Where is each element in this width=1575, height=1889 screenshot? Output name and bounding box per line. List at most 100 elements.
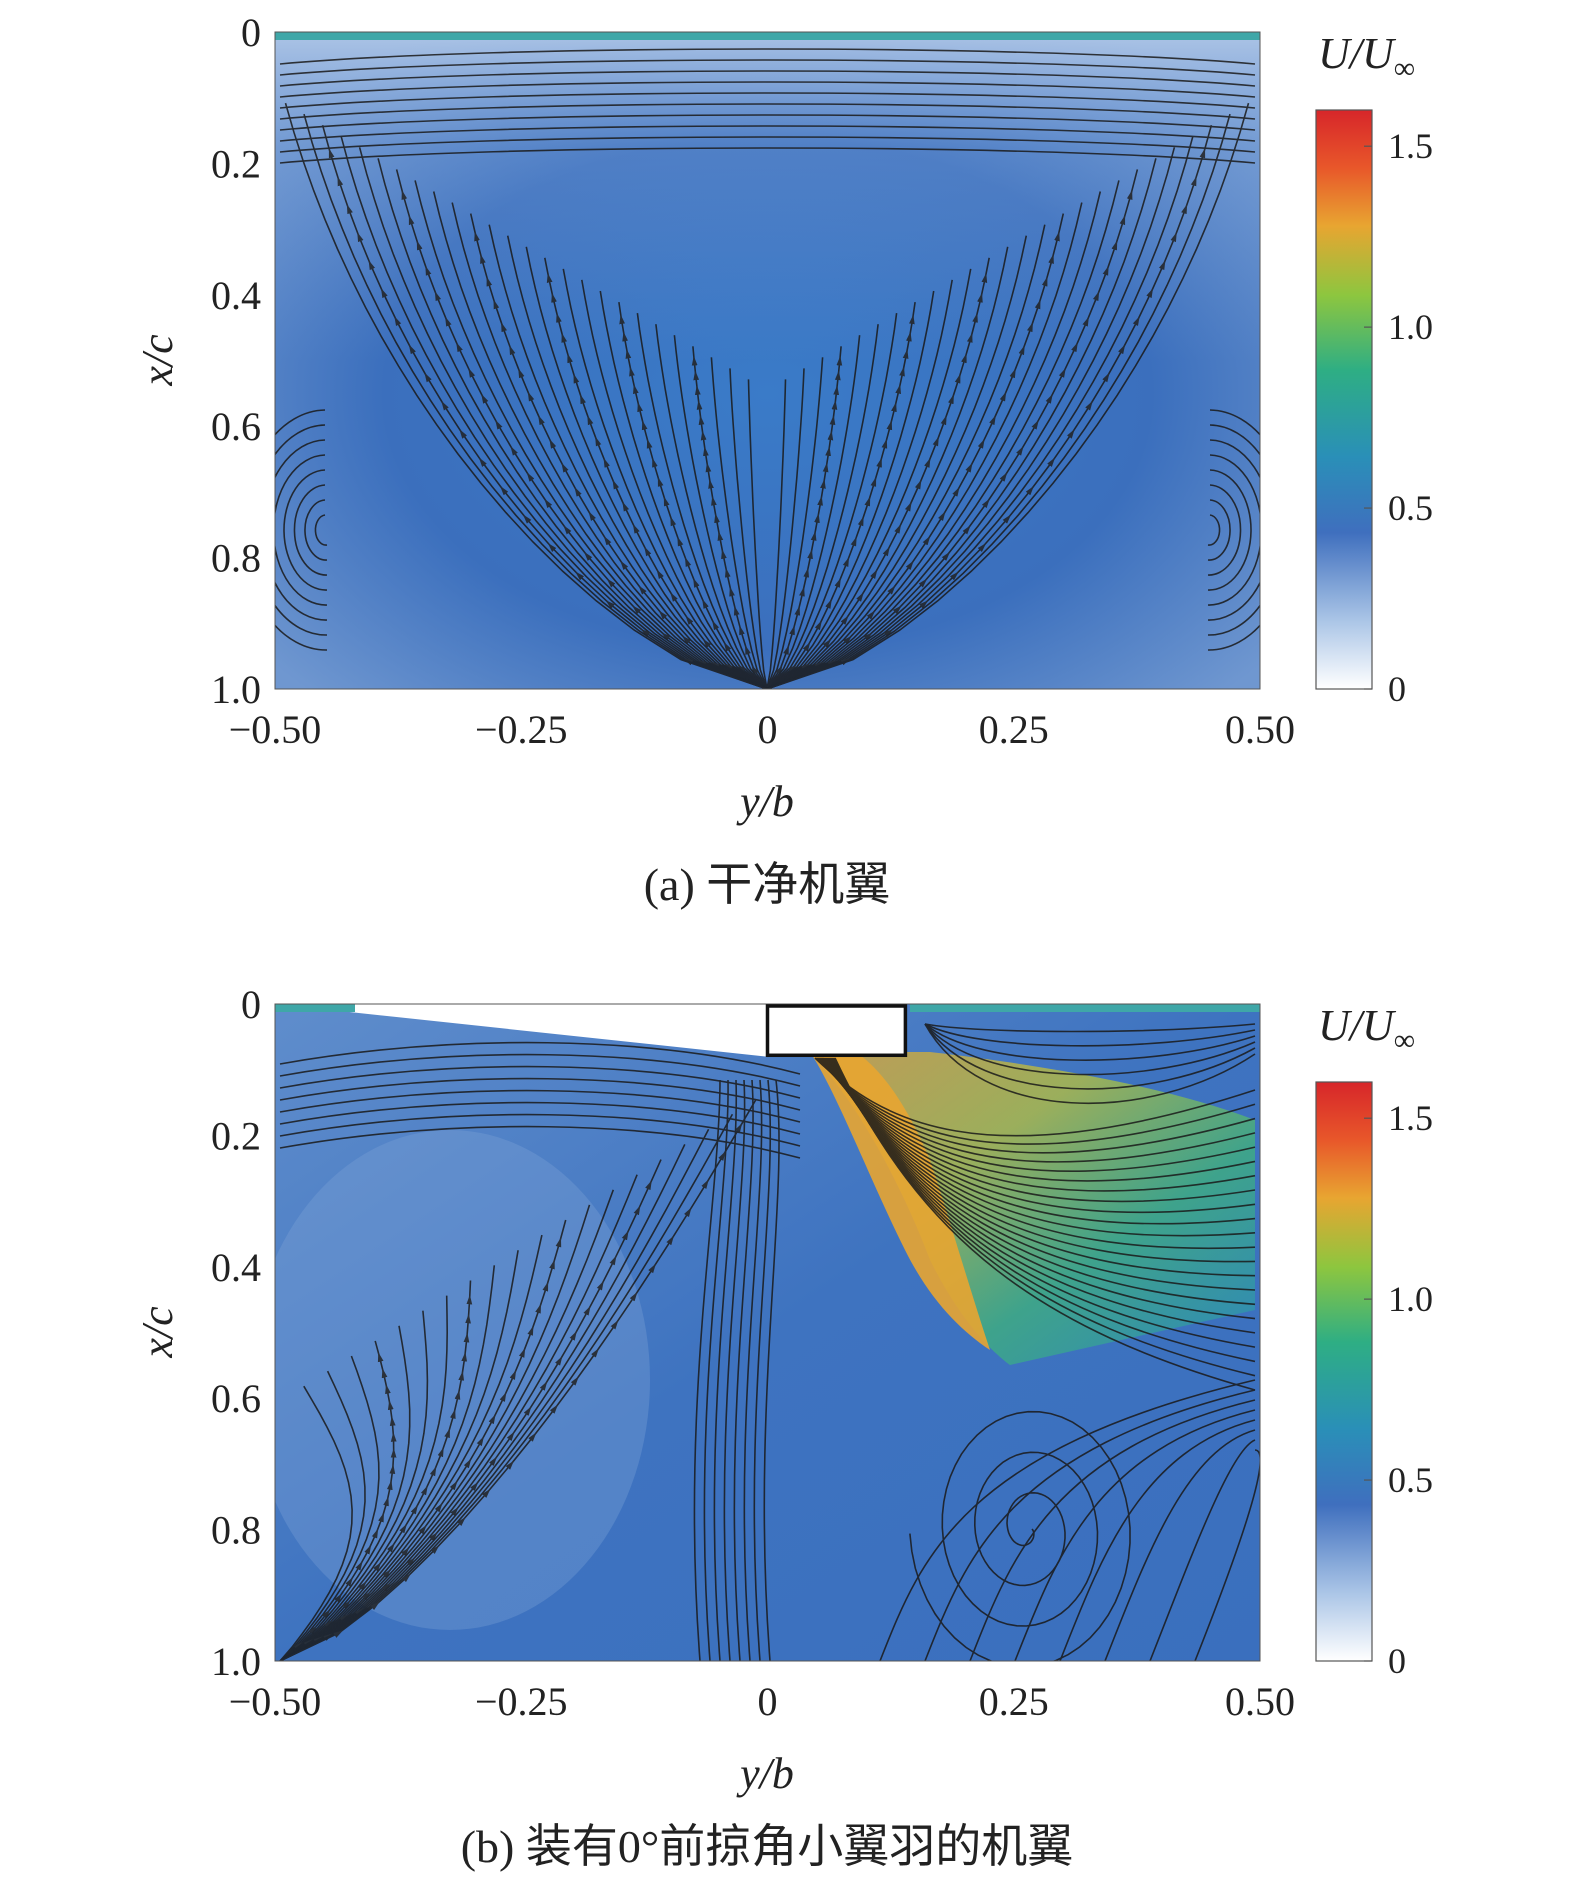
x-tick-label: 0.50 xyxy=(1225,1679,1295,1724)
streamline xyxy=(275,409,328,651)
streamline xyxy=(279,114,1256,131)
panel-a-colorbar: U/U∞ 0 0.5 1.0 1.5 xyxy=(1315,29,1433,709)
streamline xyxy=(279,48,1256,65)
x-tick-label: 0 xyxy=(758,707,778,752)
y-tick-label: 0.4 xyxy=(211,1245,261,1290)
streamline xyxy=(275,454,328,606)
streamline xyxy=(279,136,1256,153)
panel-a-colorbar-ticks: 0 0.5 1.0 1.5 xyxy=(1364,126,1433,709)
y-tick-label: 0.6 xyxy=(211,404,261,449)
x-tick-label: −0.25 xyxy=(475,707,568,752)
y-tick-label: 0.6 xyxy=(211,1376,261,1421)
y-tick-label: 0.2 xyxy=(211,1113,261,1158)
panel-a-y-ticks: 0 0.2 0.4 0.6 0.8 1.0 xyxy=(211,10,261,712)
panel-b-jet xyxy=(808,1052,1255,1365)
colorbar-tick-label: 0.5 xyxy=(1388,1460,1433,1500)
streamline xyxy=(693,1079,721,1661)
panel-a-ylabel: x/c xyxy=(133,334,182,387)
streamline xyxy=(279,1113,801,1147)
streamline xyxy=(1207,454,1260,606)
panel-b-field xyxy=(275,1004,1260,1661)
streamline xyxy=(279,147,1256,164)
colorbar-tick-label: 1.0 xyxy=(1388,307,1433,347)
streamline xyxy=(1207,469,1252,591)
x-tick-label: 0.25 xyxy=(979,707,1049,752)
streamline xyxy=(924,1023,1256,1061)
streamline xyxy=(284,102,768,689)
streamline xyxy=(279,1089,801,1123)
panel-a-streamlines xyxy=(275,48,1260,689)
panel-b-light-region xyxy=(275,1130,650,1630)
x-tick-label: 0.25 xyxy=(979,1679,1049,1724)
y-tick-label: 0 xyxy=(241,10,261,55)
panel-a-field xyxy=(275,32,1260,689)
streamline xyxy=(279,1077,801,1111)
y-tick-label: 0.4 xyxy=(211,273,261,318)
streamline xyxy=(703,1079,729,1661)
panel-b-colorbar-ticks: 0 0.5 1.0 1.5 xyxy=(1364,1098,1433,1681)
streamline xyxy=(766,113,1231,689)
panel-b: 0 0.2 0.4 0.6 0.8 1.0 −0.50 −0.25 0 0.25 0.50 y/b… xyxy=(133,982,1433,1872)
y-tick-label: 0 xyxy=(241,982,261,1027)
streamline xyxy=(279,92,1256,109)
x-tick-label: −0.25 xyxy=(475,1679,568,1724)
streamline xyxy=(743,1079,763,1661)
streamline xyxy=(969,1399,1256,1661)
streamline xyxy=(753,1079,772,1661)
streamline xyxy=(283,469,328,591)
panel-b-leading-edge xyxy=(275,1004,355,1012)
panel-b-colorbar-title: U/U∞ xyxy=(1318,1001,1415,1057)
streamline xyxy=(279,125,1256,142)
colorbar-tick-label: 0 xyxy=(1388,1641,1406,1681)
streamline xyxy=(1207,499,1231,561)
streamline xyxy=(1014,1409,1256,1661)
streamline xyxy=(279,1098,757,1661)
streamline xyxy=(1207,424,1260,636)
panel-b-caption: (b) 装有0°前掠角小翼羽的机翼 xyxy=(461,1821,1074,1872)
y-tick-label: 0.8 xyxy=(211,1508,261,1553)
streamline xyxy=(314,514,328,546)
streamline xyxy=(279,1065,801,1099)
panel-b-winglet xyxy=(765,1004,908,1058)
streamline xyxy=(279,1041,801,1075)
colorbar-tick-label: 1.5 xyxy=(1388,126,1433,166)
streamline xyxy=(321,124,768,689)
streamline xyxy=(924,1023,1256,1104)
panel-b-xlabel: y/b xyxy=(736,1749,794,1798)
panel-b-colorbar: U/U∞ 0 0.5 1.0 1.5 xyxy=(1315,1001,1433,1681)
panel-b-leading-edge-right xyxy=(910,1004,1260,1012)
y-tick-label: 0.8 xyxy=(211,536,261,581)
streamline xyxy=(879,1379,1256,1661)
streamline xyxy=(713,1079,738,1661)
x-tick-label: −0.50 xyxy=(229,1679,322,1724)
streamline xyxy=(293,484,328,576)
panel-a-caption: (a) 干净机翼 xyxy=(644,859,891,910)
streamline xyxy=(766,102,1250,689)
streamline xyxy=(1207,484,1242,576)
streamline xyxy=(279,103,1256,120)
streamline xyxy=(924,1023,1256,1047)
colorbar-tick-label: 0.5 xyxy=(1388,488,1433,528)
panel-b-ylabel: x/c xyxy=(133,1306,182,1359)
streamline xyxy=(924,1023,1256,1090)
panel-a-colorbar-bar xyxy=(1315,109,1373,690)
streamline xyxy=(1059,1419,1256,1661)
panel-a-frame xyxy=(274,31,1261,690)
streamline xyxy=(1207,439,1260,621)
panel-b-colorbar-bar xyxy=(1315,1081,1373,1662)
streamline xyxy=(763,1079,780,1661)
panel-a: 00.20.40.60.81.0 −0.50 −0.25 0 0.25 0.50 y/b… xyxy=(133,10,1433,910)
streamline xyxy=(275,439,328,621)
streamline xyxy=(279,81,1256,98)
panel-b-jet-core xyxy=(812,1055,990,1350)
colorbar-tick-label: 1.5 xyxy=(1388,1098,1433,1138)
y-tick-label: 0.2 xyxy=(211,141,261,186)
streamline xyxy=(275,424,328,636)
y-tick-label: 1.0 xyxy=(211,1639,261,1684)
streamline xyxy=(304,499,328,561)
panel-a-x-ticks: −0.50 −0.25 0 0.25 0.50 xyxy=(229,707,1295,752)
streamline xyxy=(1104,1429,1256,1661)
panel-b-shadow-region xyxy=(275,1004,770,1057)
streamline xyxy=(924,1023,1256,1076)
panel-a-xlabel: y/b xyxy=(736,777,794,826)
